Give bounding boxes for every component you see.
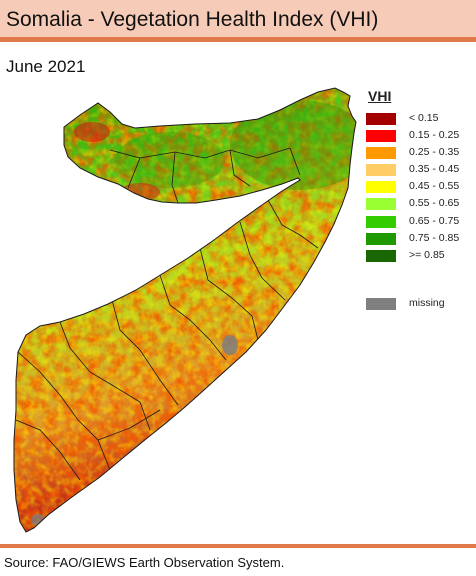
legend-label: < 0.15 [409, 112, 439, 124]
legend-item: 0.45 - 0.55 [366, 179, 476, 196]
legend-label: 0.15 - 0.25 [409, 129, 460, 142]
map-title: Somalia - Vegetation Health Index (VHI) [6, 8, 379, 31]
legend-swatch [366, 130, 396, 143]
legend-title: VHI [368, 88, 392, 104]
legend-swatch [366, 198, 396, 211]
legend-label: 0.75 - 0.85 [409, 231, 460, 244]
legend-label: 0.65 - 0.75 [409, 214, 460, 227]
legend-label: 0.55 - 0.65 [409, 197, 460, 210]
legend-swatch [366, 232, 396, 245]
footer-divider [0, 544, 476, 548]
legend-item: >= 0.85 [366, 248, 476, 265]
source-note: Source: FAO/GIEWS Earth Observation Syst… [4, 555, 285, 570]
legend-item: 0.75 - 0.85 [366, 231, 476, 248]
legend-missing-swatch [366, 298, 396, 310]
legend-label: 0.35 - 0.45 [409, 163, 460, 176]
somalia-vhi-map [13, 87, 357, 533]
legend-swatch [366, 215, 396, 228]
legend-item: 0.35 - 0.45 [366, 162, 476, 179]
legend-item: < 0.15 [366, 111, 476, 128]
legend-missing: missing [366, 296, 476, 312]
legend: < 0.15 0.15 - 0.25 0.25 - 0.35 0.35 - 0.45 0… [366, 111, 476, 265]
period-label: June 2021 [6, 57, 86, 76]
title-bar: Somalia - Vegetation Health Index (VHI) [0, 0, 476, 42]
legend-label: 0.25 - 0.35 [409, 146, 460, 159]
legend-item: 0.15 - 0.25 [366, 128, 476, 145]
legend-swatch [366, 113, 396, 125]
legend-label: >= 0.85 [409, 248, 445, 261]
legend-item: 0.65 - 0.75 [366, 214, 476, 231]
legend-swatch [366, 181, 396, 194]
legend-item: 0.25 - 0.35 [366, 145, 476, 162]
legend-swatch [366, 249, 396, 262]
legend-missing-label: missing [409, 297, 445, 309]
map-area [0, 78, 476, 540]
legend-swatch [366, 147, 396, 160]
legend-swatch [366, 164, 396, 177]
legend-label: 0.45 - 0.55 [409, 180, 460, 193]
legend-item: 0.55 - 0.65 [366, 196, 476, 213]
